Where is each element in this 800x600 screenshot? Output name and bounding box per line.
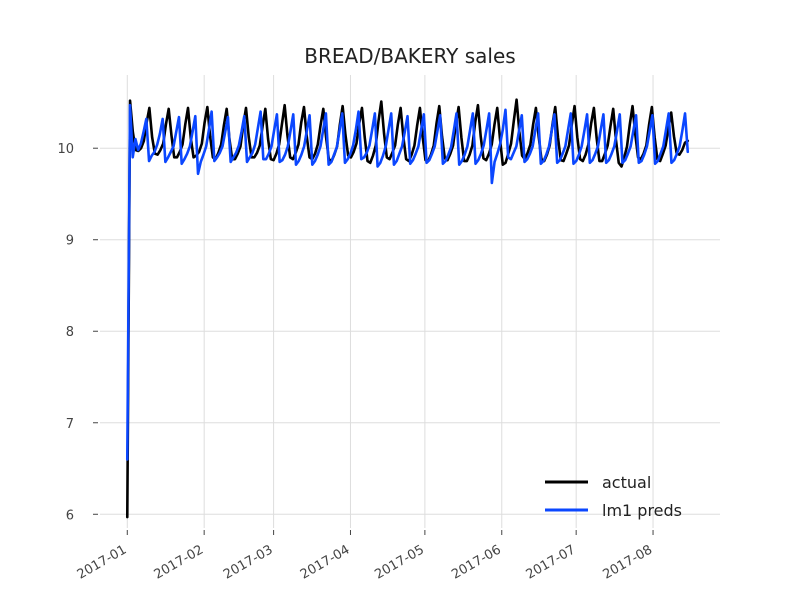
x-tick-label: 2017-05	[372, 542, 427, 582]
x-tick-label: 2017-04	[298, 542, 353, 582]
x-tick-label: 2017-01	[75, 542, 130, 582]
series-line-actual	[125, 98, 690, 519]
x-tick-label: 2017-07	[524, 542, 579, 582]
x-tick-label: 2017-06	[449, 542, 504, 582]
axes: 6 7 8 9 10 2017-01 2017-02 2017-03 2017-04 2017-0…	[57, 142, 655, 582]
legend-label: actual	[602, 473, 651, 492]
x-tick-label: 2017-03	[221, 542, 276, 582]
x-tick-label: 2017-08	[600, 542, 655, 582]
y-tick-label: 6	[66, 508, 74, 523]
series-line-lm1-preds	[125, 103, 690, 461]
y-tick-label: 9	[66, 234, 74, 249]
legend-label: lm1 preds	[602, 501, 682, 520]
y-tick-label: 8	[66, 325, 74, 340]
series-lines	[125, 98, 690, 519]
legend: actual lm1 preds	[545, 473, 682, 520]
y-tick-label: 7	[66, 417, 74, 432]
y-tick-label: 10	[57, 142, 74, 157]
x-tick-label: 2017-02	[152, 542, 207, 582]
chart-title: BREAD/BAKERY sales	[304, 44, 515, 68]
